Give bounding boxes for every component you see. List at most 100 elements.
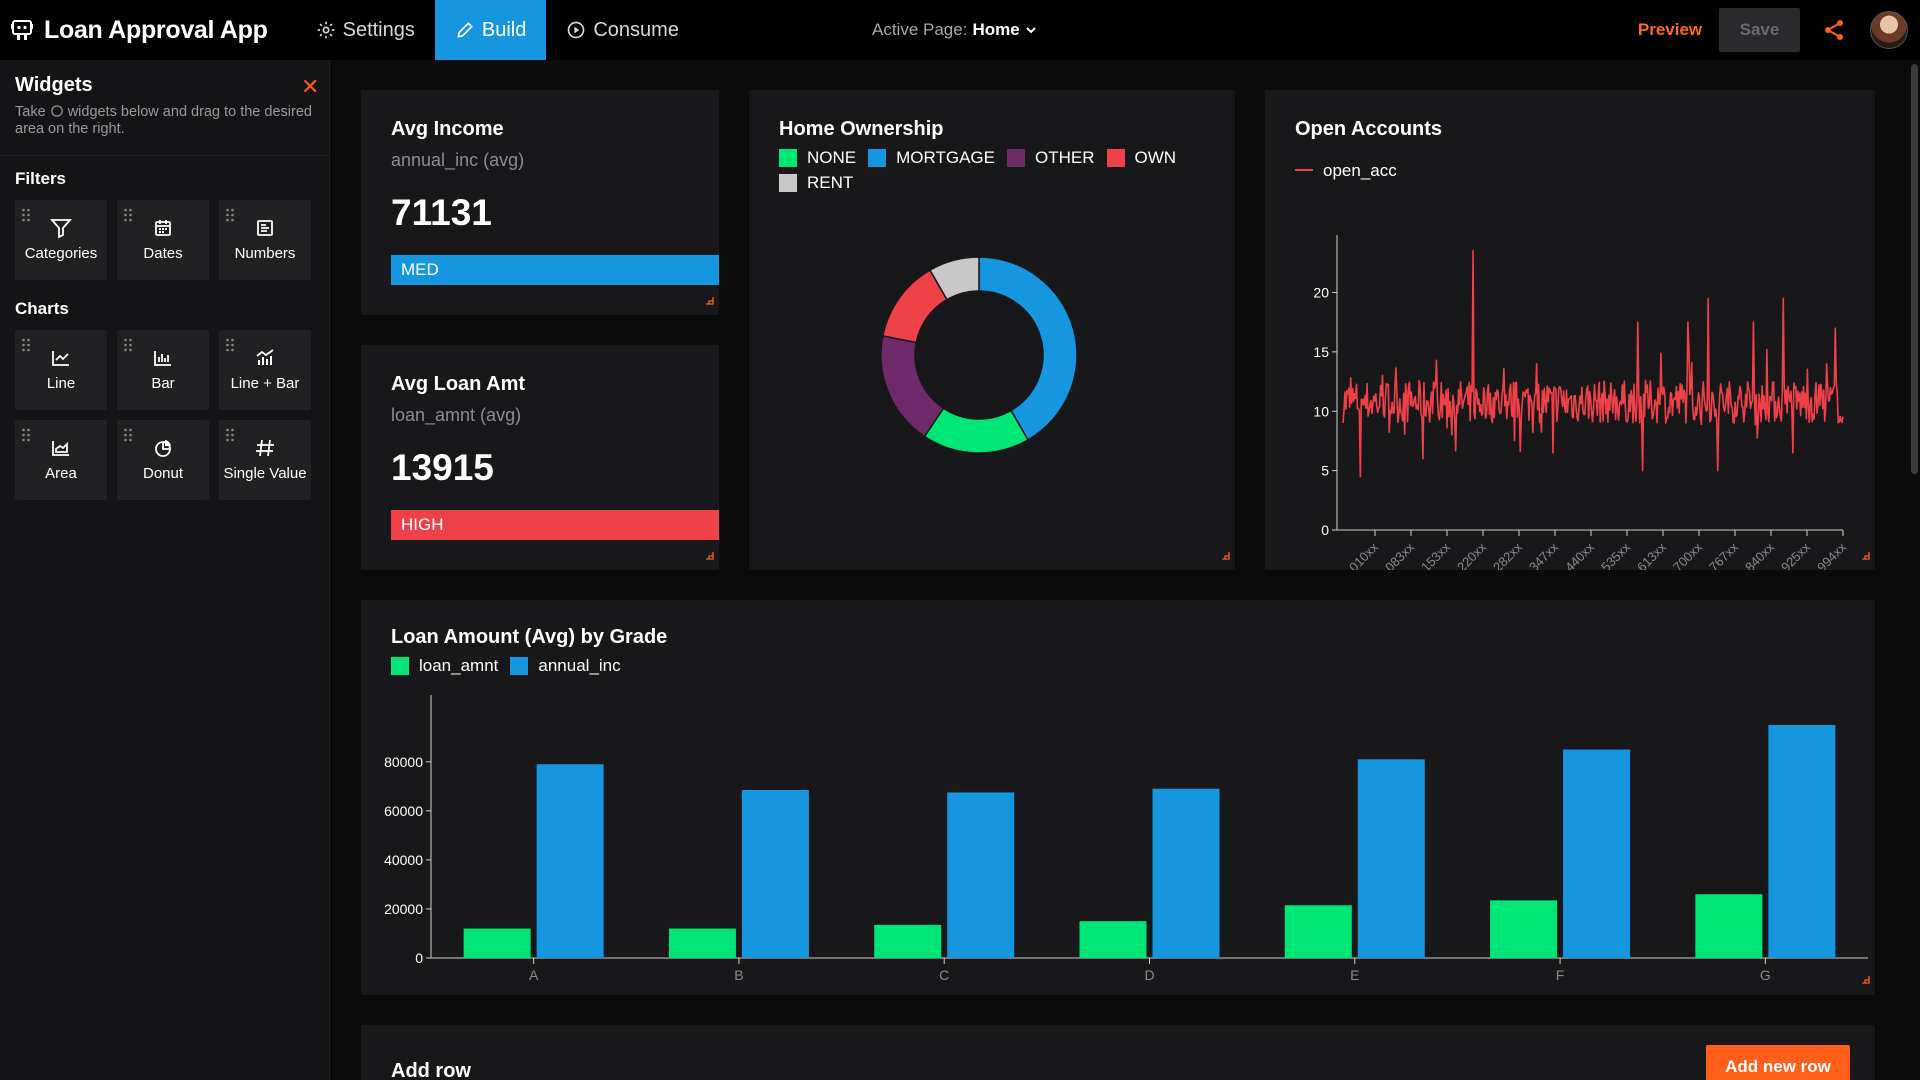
bar-annual_inc-E: [1357, 759, 1425, 958]
widget-area[interactable]: Area: [15, 420, 107, 500]
tab-settings[interactable]: Settings: [296, 0, 435, 60]
widget-categories[interactable]: Categories: [15, 200, 107, 280]
bar-chart: 0 20000 40000 60000 80000 A B C D E F G: [384, 695, 1868, 983]
add-row-panel: Add row: [361, 1025, 1875, 1080]
bar-legend: loan_amnt annual_inc: [391, 653, 991, 678]
avatar[interactable]: [1870, 11, 1908, 49]
add-new-row-button[interactable]: Add new row: [1706, 1045, 1850, 1080]
avg-loan-card[interactable]: Avg Loan Amt loan_amnt (avg) 13915 HIGH: [361, 345, 719, 570]
legend-item[interactable]: OTHER: [1007, 145, 1095, 170]
drag-handle-icon[interactable]: [225, 208, 235, 222]
x-tick-label: F: [1556, 967, 1565, 983]
x-tick-label: G: [1760, 967, 1771, 983]
x-tick-label: B: [734, 967, 743, 983]
preview-button[interactable]: Preview: [1637, 20, 1703, 39]
drag-handle-icon[interactable]: [21, 428, 31, 442]
widget-bar[interactable]: Bar: [117, 330, 209, 410]
widget-numbers[interactable]: Numbers: [219, 200, 311, 280]
x-tick-label: 440xx: [1562, 539, 1597, 570]
save-button[interactable]: Save: [1719, 8, 1800, 52]
x-tick-label: 282xx: [1490, 539, 1525, 570]
avg-income-card[interactable]: Avg Income annual_inc (avg) 71131 MED: [361, 90, 719, 315]
widget-single-value[interactable]: Single Value: [219, 420, 311, 500]
hash-icon: [256, 439, 274, 457]
y-tick-label: 20000: [384, 901, 423, 917]
top-bar: Loan Approval App Settings Build Consume…: [0, 0, 1920, 60]
bar-annual_inc-C: [947, 792, 1015, 958]
y-tick-label: 80000: [384, 754, 423, 770]
legend-swatch: [1007, 148, 1025, 167]
x-tick-label: A: [529, 967, 539, 983]
drag-handle-icon[interactable]: [123, 208, 133, 222]
drag-handle-icon[interactable]: [225, 428, 235, 442]
bar-annual_inc-A: [536, 764, 604, 958]
scrollbar[interactable]: [1909, 60, 1920, 1080]
legend-item[interactable]: RENT: [779, 170, 853, 195]
active-page-label: Active Page:: [872, 20, 968, 39]
widget-donut[interactable]: Donut: [117, 420, 209, 500]
drag-handle-icon[interactable]: [21, 338, 31, 352]
x-tick-label: 994xx: [1814, 539, 1849, 570]
y-tick-label: 15: [1313, 344, 1329, 360]
chart-title: Open Accounts: [1295, 118, 1443, 140]
card-value: 13915: [391, 447, 494, 488]
legend-item[interactable]: OWN: [1106, 145, 1176, 170]
bar-loan_amnt-G: [1695, 894, 1763, 958]
tab-consume[interactable]: Consume: [546, 0, 699, 60]
legend-item[interactable]: annual_inc: [510, 653, 621, 678]
legend-label: loan_amnt: [419, 655, 499, 675]
donut-slice-other: [880, 334, 945, 438]
legend-item[interactable]: MORTGAGE: [868, 145, 995, 170]
drag-handle-icon[interactable]: [123, 428, 133, 442]
status-badge: MED: [391, 255, 719, 285]
resize-handle-icon[interactable]: [1860, 550, 1870, 560]
scrollbar-thumb[interactable]: [1911, 64, 1918, 474]
x-tick-label: 840xx: [1742, 539, 1777, 570]
resize-handle-icon[interactable]: [704, 550, 714, 560]
legend-swatch: [1106, 148, 1125, 167]
area-chart-icon: [52, 441, 69, 456]
pencil-icon: [457, 22, 473, 38]
active-page-select[interactable]: Active Page: Home: [872, 0, 1037, 60]
x-tick-label: 613xx: [1634, 539, 1669, 570]
close-icon[interactable]: ✕: [301, 74, 320, 99]
sidebar-description-start: Take: [15, 104, 46, 120]
widget-line[interactable]: Line: [15, 330, 107, 410]
tab-build[interactable]: Build: [434, 0, 547, 60]
bar-loan_amnt-F: [1490, 900, 1558, 958]
open-accounts-panel[interactable]: Open Accounts open_acc 0 5 10 15 20 010xx 083xx…: [1265, 90, 1875, 570]
widget-dates[interactable]: Dates: [117, 200, 209, 280]
share-icon[interactable]: [1822, 18, 1846, 42]
sidebar-divider: [0, 155, 330, 156]
home-ownership-panel[interactable]: Home Ownership NONE MORTGAGE OTHER OWN RENT: [749, 90, 1235, 570]
bar-loan_amnt-E: [1284, 905, 1352, 958]
x-tick-label: 153xx: [1418, 539, 1453, 570]
x-tick-label: 347xx: [1526, 539, 1561, 570]
bar-loan_amnt-D: [1079, 921, 1147, 958]
resize-handle-icon[interactable]: [1860, 974, 1870, 984]
x-tick-label: 220xx: [1454, 539, 1489, 570]
widgets-sidebar: Widgets ✕ Take widgets below and drag to…: [0, 60, 330, 1080]
drag-handle-icon[interactable]: [123, 338, 133, 352]
drag-handle-icon[interactable]: [21, 208, 31, 222]
resize-handle-icon[interactable]: [1220, 550, 1230, 560]
chevron-down-icon: [1025, 27, 1036, 34]
resize-handle-icon[interactable]: [704, 295, 714, 305]
bar-chart-icon: [154, 351, 171, 366]
legend-item[interactable]: NONE: [779, 145, 856, 170]
loan-by-grade-panel[interactable]: Loan Amount (Avg) by Grade loan_amnt annu…: [361, 600, 1875, 995]
sidebar-description: Take widgets below and drag to the desir…: [15, 104, 325, 138]
donut-slice-none: [923, 407, 1030, 454]
widget-line-bar[interactable]: Line + Bar: [219, 330, 311, 410]
bar-loan_amnt-B: [668, 928, 736, 958]
bar-annual_inc-F: [1563, 749, 1631, 958]
card-subtitle: annual_inc (avg): [391, 150, 525, 170]
numbers-icon: [257, 220, 273, 236]
drag-handle-icon[interactable]: [225, 338, 235, 352]
widget-label: Line + Bar: [230, 375, 300, 392]
legend-item[interactable]: loan_amnt: [391, 653, 498, 678]
y-tick-label: 0: [1321, 522, 1329, 538]
app-title: Loan Approval App: [44, 15, 268, 44]
tab-settings-label: Settings: [342, 18, 415, 41]
open-acc-series-line: [1342, 250, 1844, 478]
